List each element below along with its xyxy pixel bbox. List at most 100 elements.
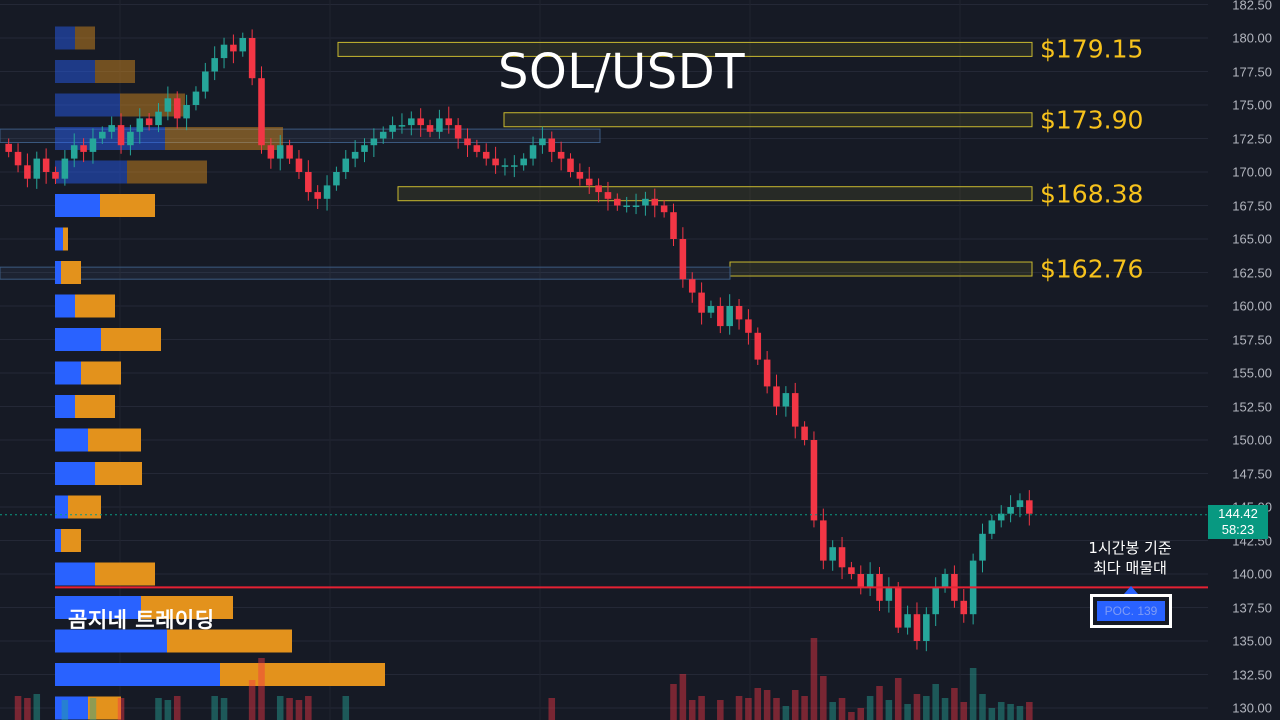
candle-body[interactable]	[567, 158, 574, 172]
candle-body[interactable]	[557, 151, 565, 159]
candle-body[interactable]	[595, 185, 602, 193]
candle-body[interactable]	[314, 192, 321, 199]
candle-body[interactable]	[323, 185, 331, 199]
candle-body[interactable]	[576, 172, 584, 179]
candle-body[interactable]	[267, 145, 275, 159]
candle-body[interactable]	[492, 158, 499, 166]
candle-body[interactable]	[426, 125, 434, 132]
candle-body[interactable]	[408, 118, 415, 126]
candle-body[interactable]	[192, 91, 200, 105]
candle-body[interactable]	[1016, 500, 1024, 507]
candle-body[interactable]	[398, 125, 406, 127]
candle-body[interactable]	[482, 151, 490, 159]
candle-body[interactable]	[361, 145, 368, 152]
candle-body[interactable]	[810, 440, 818, 521]
candle-body[interactable]	[614, 198, 621, 206]
candle-body[interactable]	[885, 587, 893, 601]
candle-body[interactable]	[454, 125, 462, 139]
candle-body[interactable]	[80, 145, 87, 152]
candle-body[interactable]	[258, 78, 265, 146]
candle-body[interactable]	[239, 38, 247, 52]
candlestick-series[interactable]	[5, 29, 1033, 652]
candle-body[interactable]	[688, 279, 696, 293]
candle-body[interactable]	[754, 332, 762, 360]
candle-body[interactable]	[548, 138, 556, 152]
candle-body[interactable]	[24, 165, 31, 179]
candle-body[interactable]	[108, 125, 115, 132]
candle-body[interactable]	[660, 205, 668, 213]
candle-body[interactable]	[42, 158, 50, 172]
candle-body[interactable]	[585, 178, 593, 186]
candle-body[interactable]	[520, 158, 527, 166]
candle-body[interactable]	[127, 131, 134, 146]
candle-body[interactable]	[286, 145, 293, 159]
candle-body[interactable]	[529, 145, 537, 159]
candle-body[interactable]	[623, 205, 630, 208]
candle-body[interactable]	[763, 359, 771, 387]
candle-body[interactable]	[923, 614, 930, 641]
candle-body[interactable]	[436, 118, 443, 132]
candle-body[interactable]	[89, 138, 97, 152]
candle-body[interactable]	[782, 393, 790, 407]
candle-body[interactable]	[904, 614, 911, 628]
candle-body[interactable]	[417, 118, 424, 126]
candle-body[interactable]	[717, 306, 724, 327]
candle-body[interactable]	[99, 131, 106, 139]
candle-body[interactable]	[52, 172, 59, 179]
candle-body[interactable]	[997, 513, 1005, 521]
candle-body[interactable]	[511, 165, 518, 167]
candle-body[interactable]	[913, 614, 921, 641]
candle-body[interactable]	[276, 145, 284, 159]
candle-body[interactable]	[164, 98, 172, 112]
candle-body[interactable]	[501, 165, 509, 167]
candle-body[interactable]	[539, 138, 546, 146]
candle-body[interactable]	[342, 158, 350, 172]
candle-body[interactable]	[473, 145, 481, 152]
candle-body[interactable]	[370, 138, 378, 146]
candle-body[interactable]	[1007, 507, 1014, 514]
candle-body[interactable]	[670, 212, 677, 239]
candle-body[interactable]	[230, 44, 237, 52]
candle-body[interactable]	[33, 158, 41, 179]
candle-body[interactable]	[5, 143, 12, 152]
candle-body[interactable]	[866, 574, 874, 588]
candle-body[interactable]	[173, 98, 181, 119]
candle-body[interactable]	[848, 567, 855, 574]
candle-body[interactable]	[745, 319, 752, 333]
candle-body[interactable]	[464, 138, 471, 146]
candle-body[interactable]	[726, 306, 733, 327]
candle-body[interactable]	[1026, 500, 1033, 514]
candle-body[interactable]	[979, 533, 986, 561]
candle-body[interactable]	[791, 393, 799, 427]
candle-body[interactable]	[202, 71, 209, 92]
candle-body[interactable]	[445, 118, 453, 126]
candle-body[interactable]	[932, 587, 939, 615]
candle-body[interactable]	[773, 386, 780, 407]
candle-body[interactable]	[829, 547, 836, 561]
candle-body[interactable]	[248, 38, 256, 79]
candle-body[interactable]	[820, 520, 827, 561]
candle-body[interactable]	[894, 587, 902, 628]
candle-body[interactable]	[941, 574, 949, 588]
candle-body[interactable]	[117, 125, 125, 146]
candle-body[interactable]	[801, 426, 808, 440]
candle-body[interactable]	[632, 205, 640, 208]
candle-body[interactable]	[735, 306, 743, 320]
candle-body[interactable]	[333, 172, 340, 186]
candle-body[interactable]	[305, 172, 312, 193]
candle-body[interactable]	[295, 158, 303, 172]
candle-body[interactable]	[211, 58, 218, 72]
candle-body[interactable]	[351, 151, 359, 159]
candle-body[interactable]	[155, 111, 162, 126]
candle-body[interactable]	[220, 44, 228, 59]
candle-body[interactable]	[70, 145, 78, 159]
candle-body[interactable]	[642, 198, 649, 206]
candle-body[interactable]	[707, 306, 715, 313]
candle-body[interactable]	[183, 105, 190, 119]
candle-body[interactable]	[651, 198, 659, 206]
candle-body[interactable]	[136, 118, 144, 132]
candle-body[interactable]	[389, 125, 396, 132]
candle-body[interactable]	[960, 600, 968, 615]
candle-body[interactable]	[145, 118, 153, 126]
